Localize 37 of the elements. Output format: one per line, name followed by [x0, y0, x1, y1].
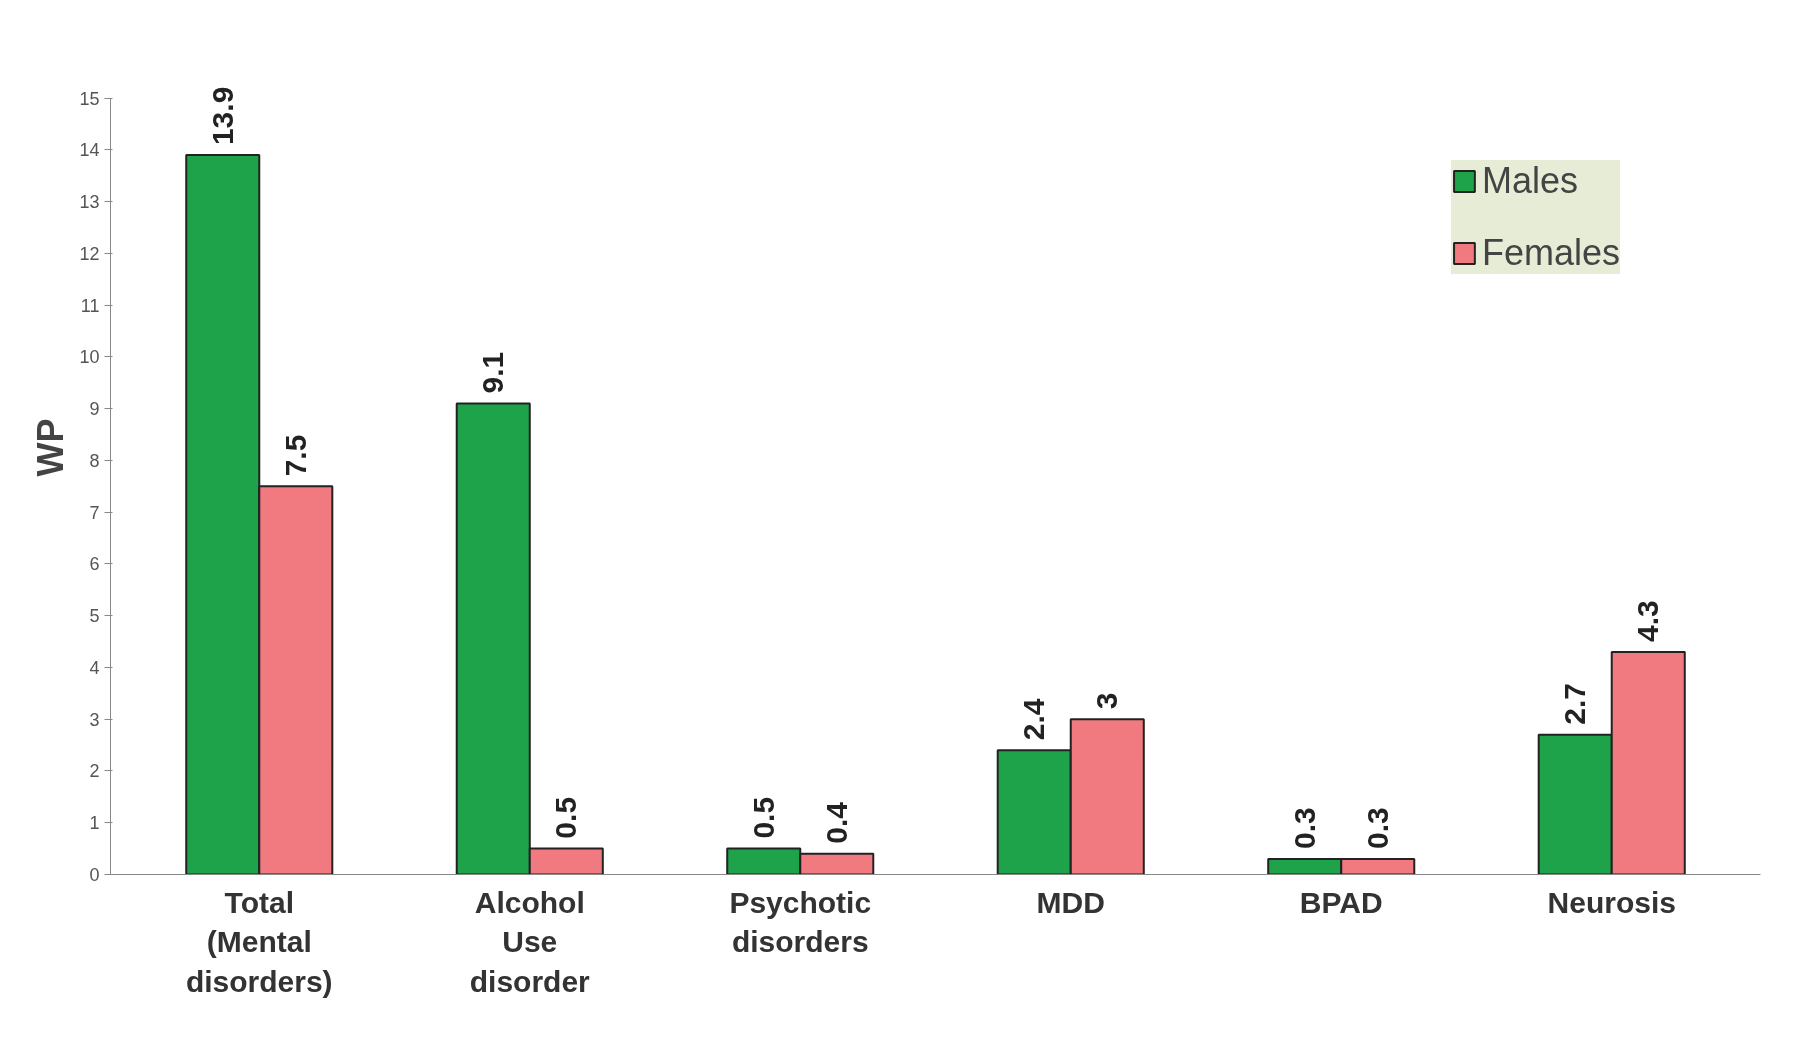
y-tick-label: 13 — [79, 192, 100, 213]
y-axis-title: WP — [30, 418, 72, 477]
data-label: 13.9 — [205, 86, 239, 146]
legend-label: Males — [1481, 160, 1578, 202]
y-tick-label: 3 — [89, 709, 100, 730]
x-tick-label: Alcohol Use disorder — [469, 885, 591, 998]
y-tick-label: 4 — [89, 657, 100, 678]
data-label: 0.5 — [549, 796, 583, 839]
y-tick-label: 10 — [79, 347, 100, 368]
y-tick-label: 9 — [89, 399, 100, 420]
x-tick-label: Psychotic disorders — [729, 885, 872, 959]
data-label: 0.3 — [1287, 807, 1321, 849]
y-tick-label: 12 — [79, 243, 100, 264]
data-label: 3 — [1090, 692, 1124, 710]
y-tick-label: 7 — [89, 502, 100, 523]
y-tick-label: 11 — [80, 295, 100, 316]
y-tick-label: 6 — [89, 554, 100, 575]
x-tick-label: MDD — [1036, 885, 1105, 919]
y-tick-label: 1 — [89, 813, 100, 834]
y-tick-label: 2 — [89, 761, 100, 782]
y-tick-label: 15 — [79, 88, 100, 109]
data-label: 7.5 — [278, 434, 312, 477]
data-label: 9.1 — [476, 351, 510, 394]
y-tick-label: 14 — [79, 140, 100, 161]
data-label: 2.7 — [1558, 683, 1592, 725]
data-label: 0.5 — [746, 796, 780, 839]
x-tick-label: Neurosis — [1547, 885, 1676, 919]
data-label: 0.3 — [1360, 807, 1394, 849]
y-tick-label: 0 — [89, 865, 100, 885]
y-tick-label: 5 — [89, 606, 100, 627]
y-tick-label: 8 — [89, 450, 100, 471]
legend-label: Females — [1481, 232, 1620, 274]
x-tick-label: Total (Mental disorders) — [185, 885, 333, 998]
data-label: 4.3 — [1631, 600, 1665, 642]
data-label: 0.4 — [819, 801, 853, 844]
x-tick-label: BPAD — [1299, 885, 1383, 919]
data-label: 2.4 — [1017, 698, 1051, 741]
